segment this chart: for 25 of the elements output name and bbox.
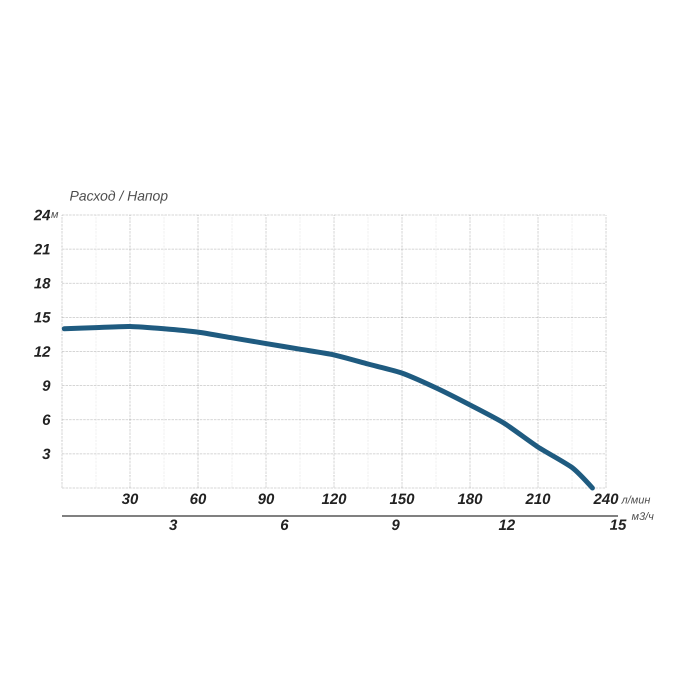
x-tick-label: 120: [322, 494, 346, 504]
y-tick-label: 15: [34, 312, 51, 323]
x-axis-title: л/мин: [621, 496, 650, 504]
x-tick-label: 30: [122, 494, 138, 504]
x-tick-label: 240: [593, 494, 618, 504]
x-tick-label: 150: [390, 494, 414, 504]
x2-tick-label: 12: [498, 520, 515, 530]
y-tick-label: 24: [34, 210, 50, 220]
x2-axis-title: м3/ч: [632, 512, 654, 520]
y-tick-label: 12: [34, 346, 50, 357]
y-tick-label: 21: [34, 244, 50, 254]
chart-title: Расход / Напор: [70, 190, 168, 204]
y-tick-label: 3: [42, 448, 50, 460]
y-tick-label: 9: [42, 380, 50, 391]
y-tick-label: 18: [34, 278, 50, 289]
x-tick-label: 90: [258, 494, 274, 504]
x-tick-label: 180: [458, 494, 482, 504]
y-tick-label: 6: [42, 414, 51, 426]
x2-tick-label: 6: [280, 520, 289, 530]
x2-tick-label: 15: [610, 520, 626, 530]
x2-tick-label: 3: [169, 520, 178, 530]
x-tick-label: 60: [190, 494, 206, 504]
x-tick-label: 210: [525, 494, 550, 504]
x2-tick-label: 9: [392, 520, 400, 530]
y-axis-title: м: [51, 212, 58, 218]
